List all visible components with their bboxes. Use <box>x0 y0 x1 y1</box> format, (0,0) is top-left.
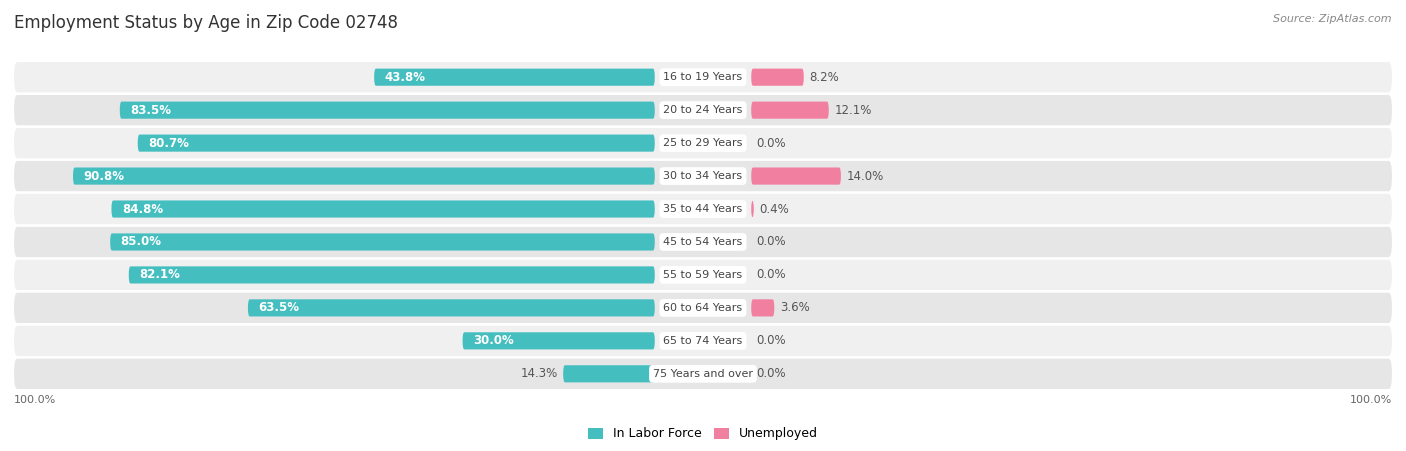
Text: 0.0%: 0.0% <box>756 235 786 249</box>
Text: 0.0%: 0.0% <box>756 334 786 347</box>
FancyBboxPatch shape <box>751 69 804 86</box>
FancyBboxPatch shape <box>374 69 655 86</box>
FancyBboxPatch shape <box>110 234 655 251</box>
Text: 30 to 34 Years: 30 to 34 Years <box>664 171 742 181</box>
FancyBboxPatch shape <box>14 326 1392 356</box>
Text: 85.0%: 85.0% <box>121 235 162 249</box>
Text: 65 to 74 Years: 65 to 74 Years <box>664 336 742 346</box>
FancyBboxPatch shape <box>14 194 1392 224</box>
FancyBboxPatch shape <box>14 62 1392 92</box>
Text: 60 to 64 Years: 60 to 64 Years <box>664 303 742 313</box>
Text: 45 to 54 Years: 45 to 54 Years <box>664 237 742 247</box>
FancyBboxPatch shape <box>73 167 655 184</box>
FancyBboxPatch shape <box>751 200 754 217</box>
Text: 80.7%: 80.7% <box>148 137 188 150</box>
Text: 90.8%: 90.8% <box>83 170 124 183</box>
Text: 3.6%: 3.6% <box>780 301 810 314</box>
FancyBboxPatch shape <box>14 359 1392 389</box>
FancyBboxPatch shape <box>751 299 775 317</box>
Text: 82.1%: 82.1% <box>139 268 180 281</box>
Text: 0.0%: 0.0% <box>756 137 786 150</box>
Text: 0.4%: 0.4% <box>759 202 789 216</box>
FancyBboxPatch shape <box>463 332 655 350</box>
Text: 8.2%: 8.2% <box>810 71 839 84</box>
Text: 43.8%: 43.8% <box>384 71 426 84</box>
Text: 84.8%: 84.8% <box>122 202 163 216</box>
FancyBboxPatch shape <box>14 227 1392 257</box>
Text: 83.5%: 83.5% <box>131 104 172 117</box>
Text: 14.0%: 14.0% <box>846 170 884 183</box>
Text: 0.0%: 0.0% <box>756 367 786 380</box>
Text: 55 to 59 Years: 55 to 59 Years <box>664 270 742 280</box>
FancyBboxPatch shape <box>14 293 1392 323</box>
FancyBboxPatch shape <box>751 167 841 184</box>
FancyBboxPatch shape <box>120 101 655 119</box>
Text: 0.0%: 0.0% <box>756 268 786 281</box>
FancyBboxPatch shape <box>564 365 655 382</box>
FancyBboxPatch shape <box>138 134 655 152</box>
Text: 100.0%: 100.0% <box>14 395 56 405</box>
FancyBboxPatch shape <box>247 299 655 317</box>
FancyBboxPatch shape <box>751 101 828 119</box>
Text: 20 to 24 Years: 20 to 24 Years <box>664 105 742 115</box>
FancyBboxPatch shape <box>14 260 1392 290</box>
FancyBboxPatch shape <box>14 161 1392 191</box>
Legend: In Labor Force, Unemployed: In Labor Force, Unemployed <box>583 423 823 446</box>
Text: 75 Years and over: 75 Years and over <box>652 369 754 379</box>
Text: 100.0%: 100.0% <box>1350 395 1392 405</box>
Text: 16 to 19 Years: 16 to 19 Years <box>664 72 742 82</box>
Text: 12.1%: 12.1% <box>834 104 872 117</box>
Text: 35 to 44 Years: 35 to 44 Years <box>664 204 742 214</box>
Text: 14.3%: 14.3% <box>520 367 558 380</box>
Text: 63.5%: 63.5% <box>259 301 299 314</box>
FancyBboxPatch shape <box>14 128 1392 158</box>
Text: 30.0%: 30.0% <box>472 334 513 347</box>
FancyBboxPatch shape <box>129 267 655 284</box>
FancyBboxPatch shape <box>111 200 655 217</box>
Text: Employment Status by Age in Zip Code 02748: Employment Status by Age in Zip Code 027… <box>14 14 398 32</box>
Text: 25 to 29 Years: 25 to 29 Years <box>664 138 742 148</box>
Text: Source: ZipAtlas.com: Source: ZipAtlas.com <box>1274 14 1392 23</box>
FancyBboxPatch shape <box>14 95 1392 125</box>
